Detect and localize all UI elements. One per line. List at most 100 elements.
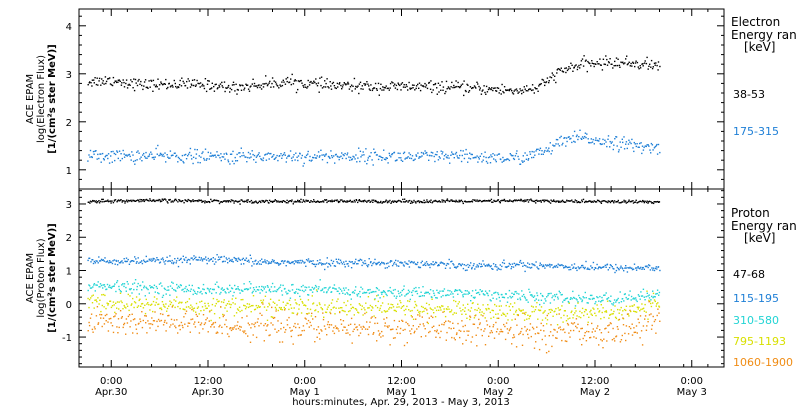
data-point: [343, 261, 345, 263]
data-point: [582, 337, 584, 340]
data-point: [213, 288, 215, 291]
data-point: [204, 292, 207, 294]
data-point: [360, 88, 362, 90]
data-point: [240, 147, 242, 149]
data-point: [144, 295, 146, 297]
data-point: [134, 163, 136, 165]
data-point: [618, 269, 620, 271]
data-point: [426, 312, 429, 315]
data-point: [364, 160, 366, 163]
data-point: [159, 307, 161, 310]
data-point: [320, 201, 322, 203]
data-point: [228, 257, 230, 260]
data-point: [325, 154, 327, 156]
data-point: [580, 60, 583, 62]
data-point: [229, 91, 231, 93]
data-point: [321, 288, 324, 290]
data-point: [346, 292, 348, 294]
data-point: [297, 292, 299, 295]
data-point: [268, 288, 271, 291]
data-point: [315, 309, 317, 311]
data-point: [333, 332, 336, 335]
data-point: [450, 327, 452, 330]
data-point: [87, 259, 89, 262]
data-point: [345, 304, 347, 307]
data-point: [419, 310, 421, 313]
data-point: [233, 202, 235, 204]
data-point: [480, 290, 483, 293]
data-point: [241, 84, 243, 86]
data-point: [289, 290, 291, 292]
data-point: [467, 303, 469, 305]
data-point: [653, 299, 656, 301]
data-point: [424, 307, 427, 310]
data-point: [646, 290, 648, 292]
data-point: [143, 152, 145, 155]
data-point: [204, 305, 207, 307]
data-point: [524, 326, 526, 328]
data-point: [203, 323, 206, 326]
data-point: [501, 261, 504, 264]
data-point: [436, 306, 439, 308]
data-point: [222, 260, 224, 263]
data-point: [273, 154, 275, 156]
data-point: [588, 142, 591, 144]
data-point: [106, 154, 108, 157]
data-point: [234, 325, 236, 327]
data-point: [327, 306, 329, 308]
data-point: [211, 200, 214, 203]
data-point: [588, 316, 590, 318]
data-point: [543, 311, 545, 313]
data-point: [148, 323, 150, 325]
data-point: [316, 201, 318, 203]
data-point: [546, 150, 548, 152]
data-point: [105, 288, 107, 291]
data-point: [450, 291, 453, 293]
data-point: [125, 82, 127, 85]
data-point: [461, 154, 463, 157]
data-point: [246, 289, 249, 291]
data-point: [624, 293, 626, 295]
data-point: [619, 141, 621, 143]
data-point: [611, 303, 613, 305]
data-point: [439, 307, 442, 309]
data-point: [178, 286, 181, 289]
data-point: [566, 297, 569, 299]
data-point: [310, 289, 312, 291]
data-point: [495, 313, 497, 315]
data-point: [142, 281, 144, 283]
data-point: [302, 325, 305, 327]
data-point: [220, 301, 223, 303]
data-point: [478, 318, 480, 321]
data-point: [289, 200, 291, 202]
data-point: [417, 261, 419, 264]
data-point: [252, 334, 254, 336]
data-point: [650, 201, 652, 203]
data-point: [250, 327, 252, 329]
data-point: [272, 324, 274, 326]
data-point: [242, 200, 244, 203]
data-point: [382, 86, 384, 88]
data-point: [256, 202, 259, 204]
data-point: [447, 263, 450, 265]
data-point: [271, 201, 274, 203]
data-point: [263, 324, 265, 327]
data-point: [638, 267, 640, 269]
data-point: [92, 262, 95, 265]
data-point: [186, 288, 188, 291]
data-point: [461, 263, 464, 265]
data-point: [508, 89, 511, 92]
data-point: [528, 317, 530, 320]
data-point: [442, 311, 444, 313]
data-point: [214, 321, 217, 324]
data-point: [153, 296, 156, 298]
data-point: [507, 158, 509, 160]
data-point: [515, 88, 518, 90]
data-point: [408, 291, 411, 293]
data-point: [624, 332, 626, 335]
data-point: [328, 156, 331, 158]
data-point: [585, 309, 587, 311]
data-point: [400, 83, 402, 85]
data-point: [126, 281, 128, 283]
data-point: [259, 260, 261, 262]
